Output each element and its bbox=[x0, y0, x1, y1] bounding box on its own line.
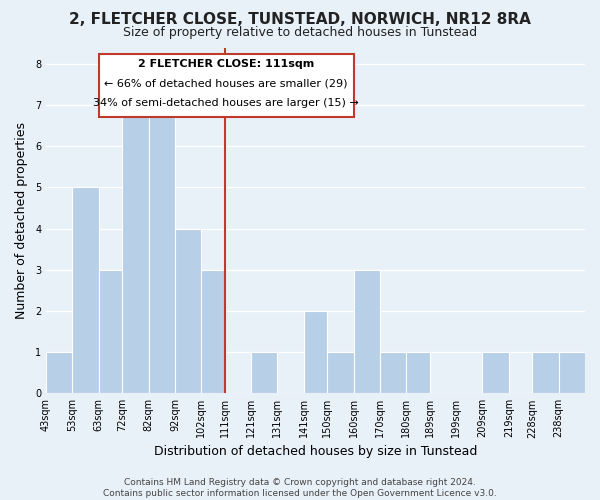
Bar bbox=[328, 352, 353, 394]
Text: Size of property relative to detached houses in Tunstead: Size of property relative to detached ho… bbox=[123, 26, 477, 39]
Bar bbox=[380, 352, 406, 394]
Bar bbox=[122, 105, 149, 394]
Bar bbox=[98, 270, 122, 394]
Bar bbox=[406, 352, 430, 394]
Text: 34% of semi-detached houses are larger (15) →: 34% of semi-detached houses are larger (… bbox=[93, 98, 359, 108]
Bar bbox=[559, 352, 585, 394]
X-axis label: Distribution of detached houses by size in Tunstead: Distribution of detached houses by size … bbox=[154, 444, 477, 458]
Bar bbox=[46, 352, 73, 394]
FancyBboxPatch shape bbox=[98, 54, 353, 118]
Bar bbox=[304, 311, 328, 394]
Y-axis label: Number of detached properties: Number of detached properties bbox=[15, 122, 28, 319]
Bar bbox=[251, 352, 277, 394]
Bar bbox=[73, 188, 98, 394]
Bar bbox=[201, 270, 225, 394]
Bar bbox=[353, 270, 380, 394]
Text: 2, FLETCHER CLOSE, TUNSTEAD, NORWICH, NR12 8RA: 2, FLETCHER CLOSE, TUNSTEAD, NORWICH, NR… bbox=[69, 12, 531, 28]
Text: Contains HM Land Registry data © Crown copyright and database right 2024.
Contai: Contains HM Land Registry data © Crown c… bbox=[103, 478, 497, 498]
Text: ← 66% of detached houses are smaller (29): ← 66% of detached houses are smaller (29… bbox=[104, 78, 348, 88]
Bar bbox=[532, 352, 559, 394]
Bar bbox=[482, 352, 509, 394]
Text: 2 FLETCHER CLOSE: 111sqm: 2 FLETCHER CLOSE: 111sqm bbox=[138, 58, 314, 68]
Bar bbox=[149, 105, 175, 394]
Bar bbox=[175, 228, 201, 394]
